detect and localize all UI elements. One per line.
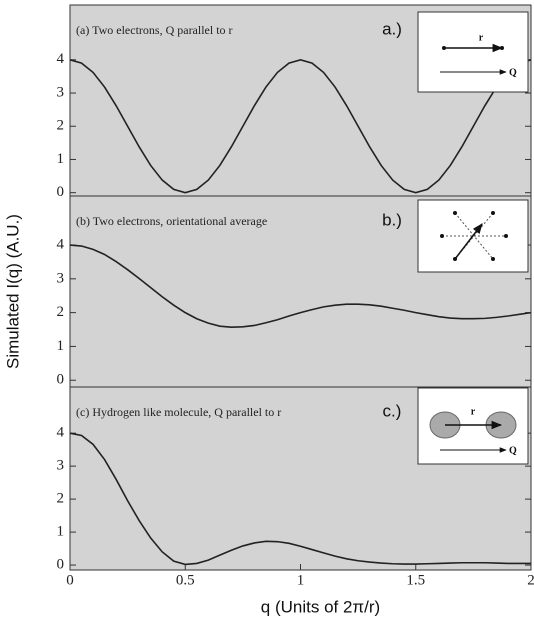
x-tick-label: 1.5 xyxy=(406,572,425,588)
inset-a: r Q xyxy=(417,11,529,93)
x-tick-label: 1 xyxy=(297,572,305,588)
y-tick-label: 1 xyxy=(57,338,65,354)
y-tick-label: 2 xyxy=(57,491,65,507)
curve xyxy=(69,58,532,194)
x-axis-label: q (Units of 2π/r) xyxy=(261,597,380,616)
panel-tag: c.) xyxy=(383,401,402,420)
y-tick-label: 3 xyxy=(57,84,65,100)
x-tick-label: 0 xyxy=(66,572,74,588)
curve xyxy=(69,244,532,328)
inset-b xyxy=(417,199,529,273)
panel-tag: b.) xyxy=(382,210,402,229)
y-tick-label: 1 xyxy=(57,151,65,167)
y-tick-label: 3 xyxy=(57,458,65,474)
y-tick-label: 0 xyxy=(57,184,65,200)
inset-label: r xyxy=(471,406,476,417)
inset-label: Q xyxy=(509,445,517,456)
y-tick-label: 0 xyxy=(57,372,65,388)
y-tick-label: 3 xyxy=(57,270,65,286)
plots: 0 1 2 3 4 (a) Two electrons, Q parallel to r a… xyxy=(3,4,534,616)
y-tick-label: 0 xyxy=(57,556,65,572)
inset-c: r Q xyxy=(417,387,529,465)
y-tick-label: 4 xyxy=(57,236,65,252)
x-tick-label: 0.5 xyxy=(176,572,195,588)
inset-label: Q xyxy=(509,67,517,78)
panel-title: (c) Hydrogen like molecule, Q parallel t… xyxy=(76,405,281,419)
panel-title: (a) Two electrons, Q parallel to r xyxy=(76,23,233,37)
y-axis-label: Simulated I(q) (A.U.) xyxy=(3,214,22,369)
y-tick-label: 1 xyxy=(57,524,65,540)
panel-tag: a.) xyxy=(382,19,402,38)
y-tick-label: 2 xyxy=(57,304,65,320)
inset-label: r xyxy=(479,32,484,43)
y-tick-label: 4 xyxy=(57,51,65,67)
y-tick-label: 2 xyxy=(57,118,65,134)
panel-title: (b) Two electrons, orientational average xyxy=(76,214,267,228)
y-tick-label: 4 xyxy=(57,425,65,441)
x-tick-label: 2 xyxy=(527,572,534,588)
curve xyxy=(69,432,531,566)
